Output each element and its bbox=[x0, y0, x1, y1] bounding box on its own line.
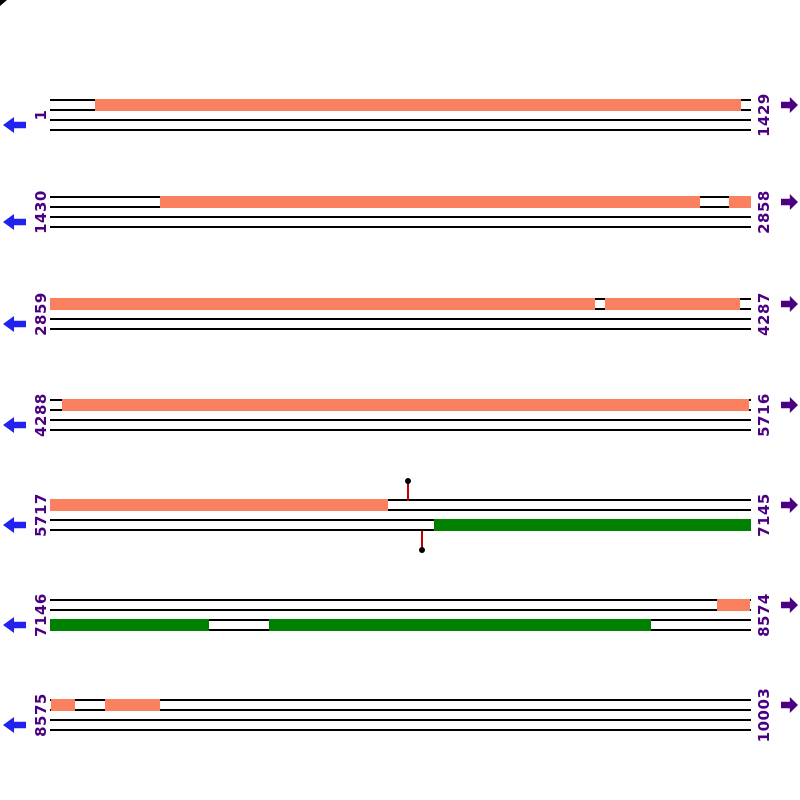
reverse-strand-arrow-icon bbox=[3, 417, 26, 433]
strand-line bbox=[50, 599, 751, 601]
strand-line bbox=[50, 729, 751, 731]
forward-strand-arrow-icon bbox=[781, 397, 798, 413]
forward-strand-arrow-icon bbox=[781, 497, 798, 513]
strand-line bbox=[50, 429, 751, 431]
track-end-coordinate: 4287 bbox=[755, 292, 773, 336]
sequence-track-row: 2859 4287 bbox=[0, 292, 800, 336]
track-end-coordinate: 2858 bbox=[755, 190, 773, 234]
reverse-strand-arrow-icon bbox=[3, 316, 26, 332]
forward-strand-arrow-icon bbox=[781, 97, 798, 113]
strand-line bbox=[50, 529, 751, 531]
track-end-coordinate: 7145 bbox=[755, 493, 773, 537]
track-start-coordinate: 1430 bbox=[32, 190, 50, 234]
point-marker-dot bbox=[405, 478, 411, 484]
forward-feature-bar bbox=[105, 699, 160, 711]
track-start-coordinate: 4288 bbox=[32, 393, 50, 437]
strand-line bbox=[50, 318, 751, 320]
track-end-coordinate: 10003 bbox=[755, 687, 773, 743]
track-end-coordinate: 8574 bbox=[755, 593, 773, 637]
forward-feature-bar bbox=[51, 699, 75, 711]
sequence-track-row: 8575 10003 bbox=[0, 688, 800, 742]
forward-feature-bar bbox=[62, 399, 749, 411]
sequence-track-row: 1 1429 bbox=[0, 93, 800, 137]
sequence-track-row: 5717 7145 bbox=[0, 478, 800, 553]
track-start-coordinate: 8575 bbox=[32, 693, 50, 737]
strand-line bbox=[50, 216, 751, 218]
strand-line bbox=[50, 499, 751, 501]
sequence-track-row: 7146 8574 bbox=[0, 593, 800, 637]
track-start-coordinate: 7146 bbox=[32, 593, 50, 637]
track-start-coordinate: 5717 bbox=[32, 493, 50, 537]
forward-feature-bar bbox=[717, 599, 750, 611]
reverse-strand-arrow-icon bbox=[3, 617, 26, 633]
reverse-strand-arrow-icon bbox=[3, 214, 26, 230]
marker-stem bbox=[421, 531, 423, 550]
forward-feature-bar bbox=[160, 196, 700, 208]
track-end-coordinate: 1429 bbox=[755, 93, 773, 137]
sequence-track-row: 1430 2858 bbox=[0, 190, 800, 234]
forward-strand-arrow-icon bbox=[781, 597, 798, 613]
strand-line bbox=[50, 709, 751, 711]
reverse-strand-arrow-icon bbox=[3, 517, 26, 533]
forward-feature-bar bbox=[50, 298, 595, 310]
strand-line bbox=[50, 509, 751, 511]
corner-artifact bbox=[0, 0, 7, 6]
forward-strand-arrow-icon bbox=[781, 296, 798, 312]
strand-line bbox=[50, 519, 751, 521]
reverse-strand-arrow-icon bbox=[3, 117, 26, 133]
strand-line bbox=[50, 699, 751, 701]
forward-feature-bar bbox=[95, 99, 741, 111]
forward-strand-arrow-icon bbox=[781, 194, 798, 210]
strand-line bbox=[50, 719, 751, 721]
reverse-strand-arrow-icon bbox=[3, 717, 26, 733]
track-start-coordinate: 1 bbox=[32, 109, 50, 121]
forward-feature-bar bbox=[50, 499, 388, 511]
strand-line bbox=[50, 328, 751, 330]
marker-stem bbox=[407, 481, 409, 501]
forward-strand-arrow-icon bbox=[781, 697, 798, 713]
strand-line bbox=[50, 609, 751, 611]
strand-line bbox=[50, 419, 751, 421]
forward-feature-bar bbox=[729, 196, 751, 208]
sequence-track-row: 4288 5716 bbox=[0, 393, 800, 437]
track-start-coordinate: 2859 bbox=[32, 292, 50, 336]
reverse-feature-bar bbox=[50, 619, 209, 631]
strand-line bbox=[50, 129, 751, 131]
strand-line bbox=[50, 226, 751, 228]
reverse-feature-bar bbox=[434, 519, 751, 531]
strand-line bbox=[50, 119, 751, 121]
reverse-feature-bar bbox=[269, 619, 651, 631]
forward-feature-bar bbox=[605, 298, 740, 310]
point-marker-dot bbox=[419, 547, 425, 553]
track-end-coordinate: 5716 bbox=[755, 393, 773, 437]
